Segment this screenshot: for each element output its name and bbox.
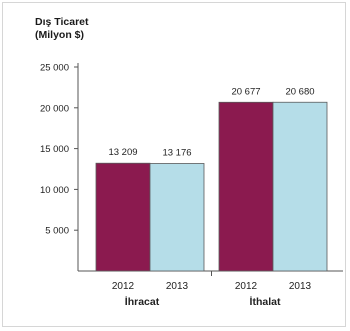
x-category-label: 2013 <box>289 281 312 292</box>
bar <box>95 162 151 272</box>
x-group-label: İhracat <box>125 295 160 308</box>
chart-title-line-1: Dış Ticaret <box>35 16 89 28</box>
bar <box>149 163 205 272</box>
data-label: 13 209 <box>108 147 137 158</box>
bar <box>272 101 328 272</box>
data-label: 20 680 <box>285 86 314 97</box>
bar <box>218 101 274 272</box>
y-tick-label: 5 000 <box>45 226 69 237</box>
chart-title-line-2: (Milyon $) <box>35 29 84 41</box>
x-category-label: 2013 <box>166 281 189 292</box>
x-group-label: İthalat <box>250 295 281 308</box>
y-tick-label: 10 000 <box>40 185 69 196</box>
y-tick-label: 15 000 <box>40 144 69 155</box>
y-tick-label: 20 000 <box>40 103 69 114</box>
plot-area: 5 000 10 000 15 000 20 000 25 000 13 209 2012 1… <box>40 63 343 308</box>
data-label: 20 677 <box>231 86 260 97</box>
x-category-label: 2012 <box>112 281 135 292</box>
x-category-label: 2012 <box>235 281 258 292</box>
data-label: 13 176 <box>162 147 191 158</box>
chart-frame: Dış Ticaret (Milyon $) 5 000 10 000 15 000… <box>2 2 346 327</box>
dis-ticaret-bar-chart: Dış Ticaret (Milyon $) 5 000 10 000 15 000… <box>35 16 343 308</box>
y-tick-label: 25 000 <box>40 63 69 74</box>
